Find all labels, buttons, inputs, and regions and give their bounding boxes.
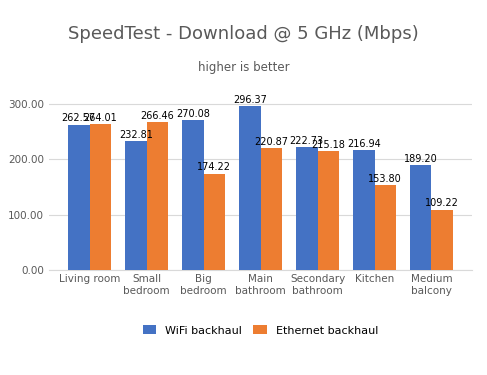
Bar [125,141,147,270]
Text: 215.18: 215.18 [311,140,345,150]
Legend: WiFi backhaul, Ethernet backhaul: WiFi backhaul, Ethernet backhaul [139,321,382,340]
Text: 109.22: 109.22 [425,198,459,208]
Text: 232.81: 232.81 [119,130,153,140]
Bar [68,124,90,270]
Bar [296,147,318,270]
Bar [318,151,339,270]
Text: 222.73: 222.73 [290,135,324,146]
Text: SpeedTest - Download @ 5 GHz (Mbps): SpeedTest - Download @ 5 GHz (Mbps) [68,25,419,43]
Text: 264.01: 264.01 [84,112,117,123]
Bar [261,148,282,270]
Text: 174.22: 174.22 [197,162,231,172]
Text: 266.46: 266.46 [141,111,174,122]
Text: 262.57: 262.57 [62,114,96,123]
Bar [90,124,111,270]
Text: higher is better: higher is better [198,61,289,74]
Bar [431,210,453,270]
Bar [147,122,168,270]
Text: 220.87: 220.87 [254,136,288,147]
Text: 189.20: 189.20 [404,154,437,164]
Bar [239,106,261,270]
Bar [182,120,204,270]
Text: 153.80: 153.80 [369,174,402,184]
Text: 270.08: 270.08 [176,109,210,119]
Text: 216.94: 216.94 [347,139,380,149]
Bar [353,150,375,270]
Bar [204,174,225,270]
Bar [410,165,431,270]
Text: 296.37: 296.37 [233,95,267,105]
Bar [375,185,396,270]
